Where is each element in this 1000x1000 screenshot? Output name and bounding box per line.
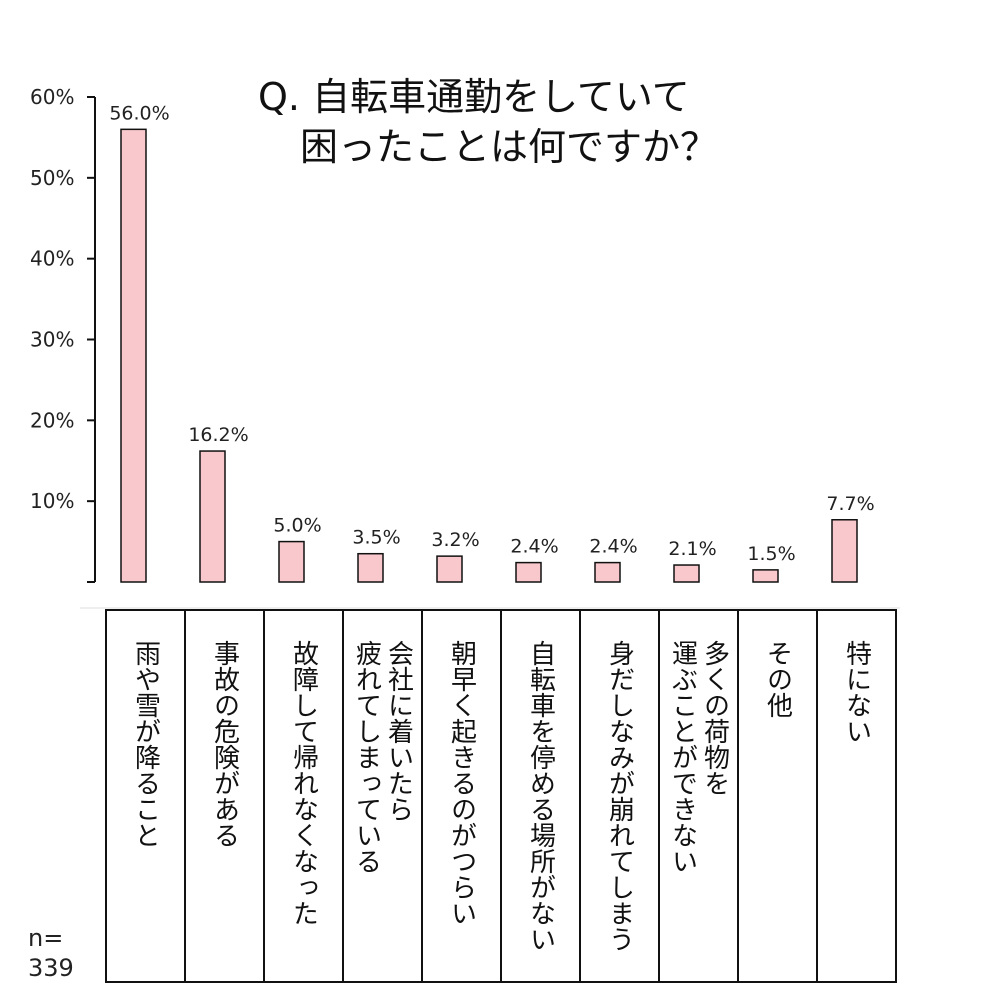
bar (120, 128, 147, 583)
bar (278, 540, 305, 583)
bar (752, 569, 779, 583)
category-label: 事故の危険がある (210, 640, 240, 848)
category-label: 会社に着いたら (384, 640, 414, 822)
sample-size: n= 339 (28, 924, 74, 982)
bar-value-label: 2.4% (510, 536, 558, 558)
bar-value-label: 3.2% (431, 529, 479, 551)
bar (831, 519, 858, 583)
category-label: 自転車を停める場所がない (526, 640, 556, 952)
sample-size-value: 339 (28, 954, 74, 982)
chart-title: Q. 自転車通勤をしていて 困ったことは何ですか？ (258, 75, 718, 169)
bars: 56.0% 16.2% 5.0% 3.5% 3.2% 2.4% 2.4% 2.1% 1.5% 7.… (109, 102, 875, 583)
bar-value-label: 1.5% (747, 543, 795, 565)
y-axis: 10% 20% 30% 40% 50% 60% (30, 85, 900, 609)
category-label: その他 (763, 640, 793, 718)
sample-size-prefix: n= (28, 924, 63, 952)
chart-title-line-2: 困ったことは何ですか？ (300, 125, 718, 169)
bar (673, 564, 700, 583)
bar-value-label: 7.7% (826, 493, 874, 515)
bar-value-label: 5.0% (273, 515, 321, 537)
category-label: 朝早く起きるのがつらい (447, 640, 477, 926)
bar-value-label: 16.2% (188, 424, 248, 446)
bar (594, 561, 621, 583)
category-label: 多くの荷物を (700, 640, 730, 796)
category-label: 雨や雪が降ること (131, 640, 161, 848)
category-label: 運ぶことができない (668, 640, 698, 874)
bar-value-label: 3.5% (352, 527, 400, 549)
bar (436, 555, 463, 583)
chart-title-line-1: Q. 自転車通勤をしていて (258, 75, 690, 119)
bar (357, 552, 384, 583)
bar-value-label: 2.1% (668, 538, 716, 560)
category-label: 身だしなみが崩れてしまう (605, 640, 635, 952)
y-tick-label: 60% (30, 85, 74, 109)
y-tick-label: 10% (30, 489, 74, 513)
category-label: 疲れてしまっている (352, 640, 382, 874)
category-label: 故障して帰れなくなった (289, 640, 319, 926)
y-tick-label: 20% (30, 408, 74, 432)
bar (515, 561, 542, 583)
y-tick-label: 30% (30, 328, 74, 352)
category-table: 雨や雪が降ること 事故の危険がある 故障して帰れなくなった 会社に着いたら疲れてしまっ… (105, 609, 897, 983)
category-label: 特にない (842, 640, 872, 744)
y-tick-label: 40% (30, 247, 74, 271)
bar-value-label: 56.0% (109, 102, 169, 124)
bar-value-label: 2.4% (589, 536, 637, 558)
y-tick-label: 50% (30, 166, 74, 190)
bar (199, 450, 226, 583)
